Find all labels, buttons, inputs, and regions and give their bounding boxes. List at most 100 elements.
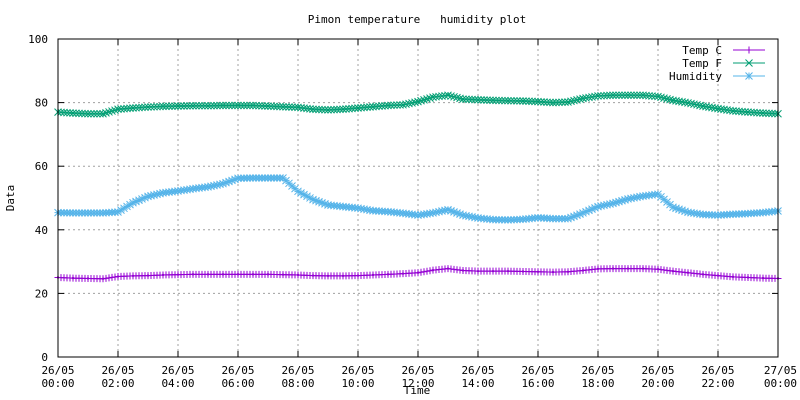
y-tick-label: 60	[35, 160, 48, 173]
marker-temp-f	[240, 101, 248, 110]
data-point-humidity	[206, 185, 210, 189]
y-axis-label: Data	[4, 185, 17, 212]
marker-temp-f	[111, 106, 119, 115]
marker-humidity	[600, 201, 608, 210]
marker-temp-f	[537, 97, 545, 106]
marker-temp-f	[330, 105, 338, 114]
data-point-temp-c	[251, 273, 255, 276]
y-tick-label: 0	[41, 351, 48, 364]
data-point-humidity	[116, 210, 120, 214]
series-humidity	[54, 174, 782, 224]
data-point-humidity	[146, 195, 150, 198]
marker-humidity	[621, 195, 629, 204]
marker-temp-f	[183, 102, 191, 110]
marker-temp-f	[246, 101, 254, 110]
marker-humidity	[318, 198, 326, 207]
data-point-temp-c	[536, 270, 540, 273]
marker-temp-f	[771, 109, 779, 118]
data-point-temp-f	[641, 94, 645, 97]
marker-temp-f	[360, 103, 368, 112]
data-point-humidity	[596, 205, 600, 208]
data-point-humidity	[341, 205, 345, 208]
data-point-humidity	[626, 197, 630, 201]
legend-label-temp-f: Temp F	[682, 57, 722, 70]
marker-humidity	[678, 206, 686, 215]
data-point-humidity	[281, 176, 285, 180]
data-point-humidity	[746, 212, 750, 215]
data-point-temp-c	[731, 275, 735, 279]
marker-humidity	[618, 196, 626, 205]
marker-temp-f	[156, 102, 164, 111]
marker-humidity	[612, 198, 620, 207]
marker-temp-f	[267, 102, 275, 111]
marker-temp-f	[747, 108, 755, 117]
data-point-temp-f	[326, 108, 330, 112]
plot-frame	[57, 38, 779, 358]
marker-temp-f	[291, 103, 299, 112]
series-temp-c	[54, 265, 782, 283]
marker-temp-f	[102, 108, 110, 117]
marker-humidity	[681, 207, 689, 216]
x-tick-label-date: 26/05	[41, 364, 74, 377]
data-point-temp-f	[491, 99, 495, 102]
marker-humidity	[123, 202, 131, 211]
marker-humidity	[636, 192, 644, 201]
marker-humidity	[138, 195, 146, 203]
marker-humidity	[312, 196, 320, 205]
marker-temp-f	[186, 101, 194, 110]
marker-temp-f	[618, 91, 626, 100]
data-point-temp-c	[131, 274, 135, 278]
marker-temp-f	[192, 101, 200, 110]
marker-temp-f	[627, 91, 635, 100]
marker-temp-f	[441, 91, 449, 100]
marker-temp-f	[150, 102, 158, 111]
data-point-humidity	[296, 190, 300, 193]
marker-humidity	[438, 207, 446, 215]
data-point-humidity	[176, 189, 180, 193]
marker-temp-f	[237, 101, 245, 110]
data-point-temp-c	[521, 270, 525, 273]
x-tick-label-time: 20:00	[641, 377, 674, 390]
marker-temp-f	[696, 101, 704, 110]
marker-temp-f	[585, 93, 593, 102]
y-tick-label: 20	[35, 287, 48, 300]
marker-temp-f	[72, 109, 80, 118]
data-point-temp-c	[476, 269, 480, 273]
marker-temp-c	[420, 268, 428, 276]
data-point-humidity	[611, 202, 615, 205]
marker-humidity	[573, 211, 581, 220]
marker-temp-f	[708, 103, 716, 112]
marker-temp-f	[681, 98, 689, 107]
data-point-temp-c	[386, 273, 390, 276]
marker-humidity	[366, 206, 374, 215]
data-point-temp-f	[191, 104, 195, 107]
data-point-temp-c	[221, 273, 225, 276]
data-point-temp-f	[761, 111, 765, 115]
marker-temp-f	[513, 97, 521, 105]
legend-marker-temp-f	[745, 59, 753, 67]
marker-temp-f	[522, 97, 530, 105]
marker-humidity	[471, 213, 479, 222]
marker-temp-f	[393, 101, 401, 109]
marker-temp-f	[90, 109, 98, 118]
marker-humidity	[150, 191, 158, 199]
marker-temp-f	[663, 94, 671, 103]
data-point-humidity	[716, 213, 720, 217]
data-point-humidity	[446, 208, 450, 211]
marker-temp-f	[228, 101, 236, 110]
marker-humidity	[468, 213, 476, 221]
marker-temp-f	[603, 91, 611, 100]
data-point-temp-c	[431, 268, 435, 272]
x-tick-label-time: 14:00	[461, 377, 494, 390]
data-point-temp-f	[431, 95, 435, 99]
marker-temp-f	[657, 93, 665, 102]
marker-temp-f	[468, 95, 476, 104]
x-tick-label-date: 26/05	[641, 364, 674, 377]
marker-temp-f	[756, 109, 764, 117]
marker-humidity	[582, 207, 590, 216]
marker-humidity	[597, 202, 605, 210]
data-point-humidity	[671, 206, 675, 209]
marker-humidity	[453, 209, 461, 217]
data-point-humidity	[581, 211, 585, 215]
